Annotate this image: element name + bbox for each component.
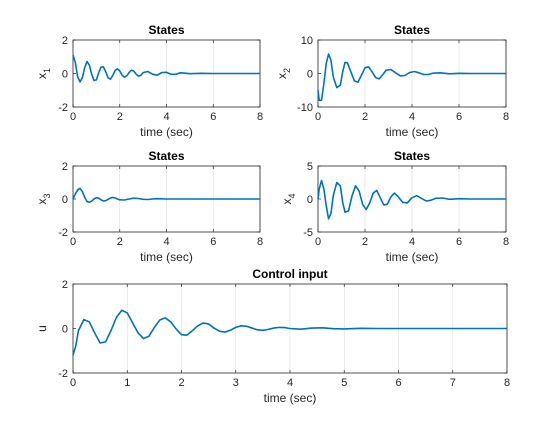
chart-title: Control input (252, 267, 327, 281)
y-tick-label: 0 (62, 69, 68, 81)
x-tick-label: 8 (257, 236, 263, 248)
series-line (72, 309, 507, 356)
y-tick-label: 2 (62, 279, 68, 291)
x-tick-label: 6 (210, 236, 216, 248)
y-tick-label: 5 (307, 161, 313, 173)
y-tick-label: 0 (62, 324, 68, 336)
x-tick-label: 4 (287, 377, 293, 389)
x-tick-label: 0 (70, 236, 76, 248)
y-axis-label: x4 (280, 193, 297, 204)
y-axis-label-main: x (280, 199, 294, 205)
y-axis-label: u (35, 325, 49, 332)
y-tick-label: 10 (301, 35, 313, 47)
y-axis-label-subscript: 3 (42, 193, 52, 198)
x-tick-label: 4 (163, 111, 169, 123)
y-tick-label: -2 (58, 368, 68, 380)
x-tick-label: 8 (257, 111, 263, 123)
y-axis-label: x2 (275, 68, 292, 79)
x-axis-label: time (sec) (264, 391, 317, 405)
y-tick-label: -2 (58, 227, 68, 239)
y-axis-label-main: x (35, 199, 49, 205)
x-tick-label: 2 (362, 236, 368, 248)
y-axis-label-subscript: 4 (287, 193, 297, 198)
x-tick-label: 8 (503, 236, 509, 248)
chart-title: States (148, 23, 184, 37)
series-line (72, 54, 260, 83)
y-axis-label: x3 (35, 193, 52, 204)
y-axis-label-main: x (275, 73, 289, 79)
x-tick-label: 4 (409, 236, 415, 248)
series-line (317, 53, 506, 102)
x-tick-label: 6 (456, 236, 462, 248)
y-tick-label: -10 (297, 102, 313, 114)
x-tick-label: 5 (341, 377, 347, 389)
chart-title: States (394, 149, 430, 163)
x-axis-label: time (sec) (140, 250, 193, 264)
x-tick-label: 6 (210, 111, 216, 123)
x-tick-label: 7 (450, 377, 456, 389)
y-axis-label-main: x (35, 73, 49, 79)
x-tick-label: 2 (362, 111, 368, 123)
x-tick-label: 2 (117, 111, 123, 123)
y-axis-label: x1 (35, 68, 52, 79)
x-tick-label: 4 (409, 111, 415, 123)
y-tick-label: -2 (58, 102, 68, 114)
y-tick-label: 0 (62, 194, 68, 206)
x-axis-label: time (sec) (140, 125, 193, 139)
y-tick-label: 2 (62, 161, 68, 173)
y-tick-label: -5 (303, 227, 313, 239)
x-tick-label: 0 (315, 236, 321, 248)
x-tick-label: 6 (456, 111, 462, 123)
x-tick-label: 1 (124, 377, 130, 389)
x-axis-label: time (sec) (386, 250, 439, 264)
x-tick-label: 2 (117, 236, 123, 248)
x-axis-label: time (sec) (386, 125, 439, 139)
x-tick-label: 8 (504, 377, 510, 389)
chart-title: States (394, 23, 430, 37)
x-tick-label: 3 (233, 377, 239, 389)
x-tick-label: 6 (395, 377, 401, 389)
y-tick-label: 0 (307, 194, 313, 206)
y-axis-label-subscript: 1 (42, 68, 52, 73)
y-tick-label: 0 (307, 69, 313, 81)
y-axis-label-subscript: 2 (282, 68, 292, 73)
x-tick-label: 0 (315, 111, 321, 123)
y-axis-label-main: u (35, 325, 49, 332)
chart-title: States (148, 149, 184, 163)
x-tick-label: 4 (163, 236, 169, 248)
series-line (72, 187, 260, 204)
series-line (317, 179, 506, 220)
x-tick-label: 8 (503, 111, 509, 123)
x-tick-label: 2 (178, 377, 184, 389)
x-tick-label: 0 (70, 377, 76, 389)
y-tick-label: 2 (62, 35, 68, 47)
x-tick-label: 0 (70, 111, 76, 123)
